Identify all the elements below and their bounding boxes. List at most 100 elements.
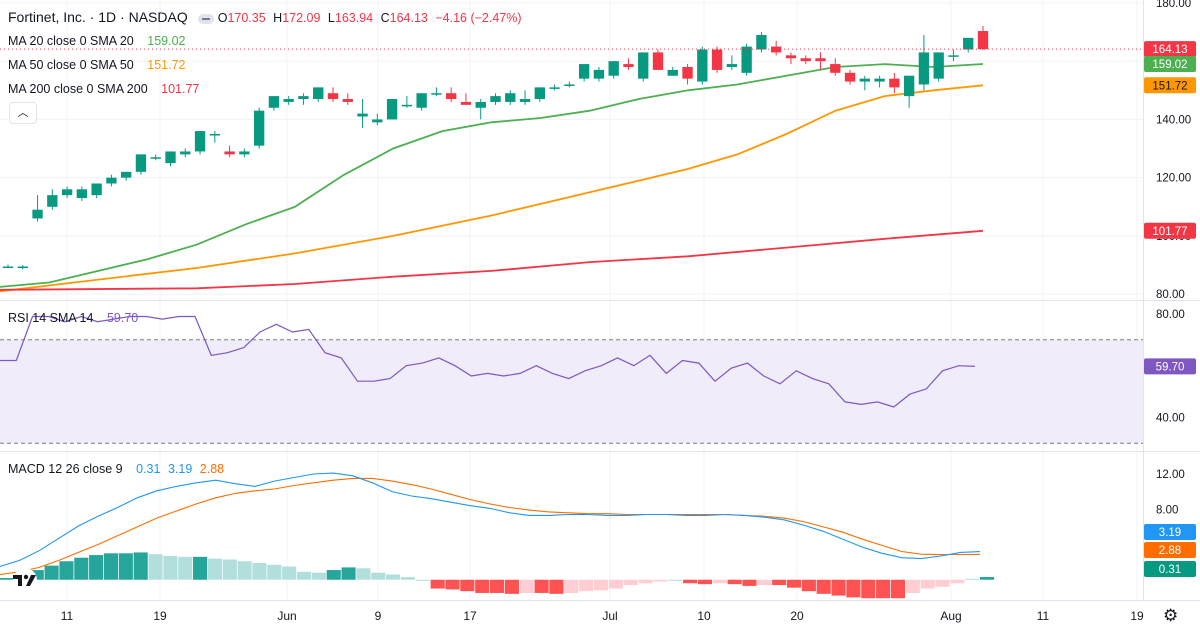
- candle: [726, 55, 738, 70]
- macd-histogram-bar: [386, 574, 401, 580]
- candle: [416, 93, 427, 111]
- signal-last-label-bg: [1144, 542, 1196, 558]
- ma-line-2: [0, 229, 984, 291]
- macd-histogram-bar: [876, 579, 891, 599]
- candle: [446, 87, 457, 102]
- ma50-value: 151.72: [147, 58, 186, 72]
- chevron-up-icon: ︿: [17, 107, 29, 119]
- candle-body: [150, 157, 161, 159]
- candle: [224, 145, 235, 158]
- low-value: 163.94: [334, 11, 374, 25]
- collapse-legend-button[interactable]: ︿: [9, 102, 37, 124]
- candle-body: [17, 266, 28, 269]
- candle-body: [652, 52, 664, 70]
- candle-body: [298, 96, 309, 100]
- macd-histogram-bar: [193, 556, 208, 580]
- macd-histogram-bar: [757, 579, 772, 586]
- candle: [165, 151, 176, 167]
- candle-body: [918, 52, 930, 85]
- candle: [889, 72, 900, 94]
- candle: [519, 90, 531, 105]
- macd-histogram-bar: [400, 577, 416, 580]
- candle: [608, 61, 619, 79]
- macd-histogram-bar: [772, 579, 787, 586]
- macd-histogram-bar: [831, 579, 846, 596]
- macd-histogram-bar: [980, 577, 995, 580]
- candle-body: [32, 209, 43, 219]
- macd-histogram-bar: [59, 561, 74, 580]
- ma50-legend[interactable]: MA 50 close 0 SMA 50 151.72: [8, 57, 189, 73]
- macd-histogram-bar: [564, 579, 579, 593]
- rsi-last-label: 59.70: [1156, 361, 1185, 373]
- time-axis-tick: 17: [463, 609, 477, 623]
- candle: [386, 99, 398, 120]
- candle: [32, 195, 43, 222]
- candle-body: [623, 64, 634, 67]
- rsi-legend[interactable]: RSI 14 SMA 14 59.70: [8, 310, 142, 326]
- macd-histogram-bar: [490, 579, 505, 593]
- gear-icon[interactable]: ⚙: [1163, 606, 1179, 625]
- last-price-label: 164.13: [1152, 44, 1187, 56]
- candle-body: [859, 78, 870, 82]
- rsi-label: RSI 14 SMA 14: [8, 311, 94, 325]
- ma-price-label: 151.72: [1152, 80, 1187, 92]
- hist-legend-value: 2.88: [199, 462, 225, 476]
- candle: [682, 64, 693, 85]
- candle-body: [977, 31, 989, 50]
- candle-body: [889, 78, 900, 88]
- candle-body: [61, 189, 73, 196]
- candle-body: [549, 87, 560, 89]
- macd-histogram-bar: [549, 579, 564, 594]
- macd-histogram-bar: [296, 571, 312, 580]
- candle-body: [475, 101, 486, 108]
- candle: [785, 52, 797, 65]
- ma-line-1: [0, 84, 984, 293]
- candle-body: [933, 52, 944, 79]
- macd-histogram-bar: [445, 579, 460, 590]
- candle-body: [180, 151, 191, 155]
- ma20-legend[interactable]: MA 20 close 0 SMA 20 159.02: [8, 33, 189, 49]
- candle-body: [505, 93, 516, 102]
- tradingview-logo[interactable]: [10, 568, 40, 592]
- rsi-line: [0, 315, 976, 408]
- candle-body: [121, 171, 132, 178]
- time-axis-tick: 11: [61, 609, 74, 623]
- candle-body: [711, 49, 723, 70]
- macd-legend[interactable]: MACD 12 26 close 9 0.31 3.19 2.88: [8, 461, 228, 477]
- macd-histogram-bar: [534, 579, 549, 593]
- candle-body: [76, 189, 88, 199]
- time-axis-tick: Aug: [940, 609, 961, 623]
- macd-histogram-bar: [475, 579, 490, 593]
- change-value: −4.16 (−2.47%): [435, 11, 522, 25]
- candle: [874, 75, 885, 88]
- candle: [549, 84, 560, 91]
- ma-line-0: [0, 63, 984, 288]
- ma200-value: 101.77: [161, 82, 200, 96]
- ma-price-label: 101.77: [1152, 226, 1187, 238]
- signal-line: [0, 477, 981, 576]
- candle-body: [578, 64, 590, 79]
- candle-body: [963, 37, 974, 50]
- candle: [697, 46, 708, 85]
- candle-body: [667, 69, 678, 76]
- rsi-axis-tick: 40.00: [1156, 412, 1185, 424]
- last-price-label-bg: [1144, 41, 1196, 58]
- macd-histogram-bar: [668, 579, 683, 581]
- candle: [460, 93, 472, 105]
- candle-body: [874, 78, 885, 82]
- candle-body: [165, 151, 176, 164]
- candle-body: [416, 93, 427, 108]
- macd-histogram-bar: [415, 579, 430, 581]
- candle-body: [726, 64, 738, 67]
- candle-body: [313, 87, 324, 100]
- candle-body: [91, 183, 102, 196]
- candle: [933, 52, 944, 82]
- candle: [844, 69, 856, 85]
- candle: [534, 87, 545, 102]
- candle: [741, 43, 752, 76]
- candle: [47, 189, 58, 210]
- visibility-toggle[interactable]: [197, 13, 214, 24]
- ma200-legend[interactable]: MA 200 close 0 SMA 200 101.77: [8, 81, 203, 97]
